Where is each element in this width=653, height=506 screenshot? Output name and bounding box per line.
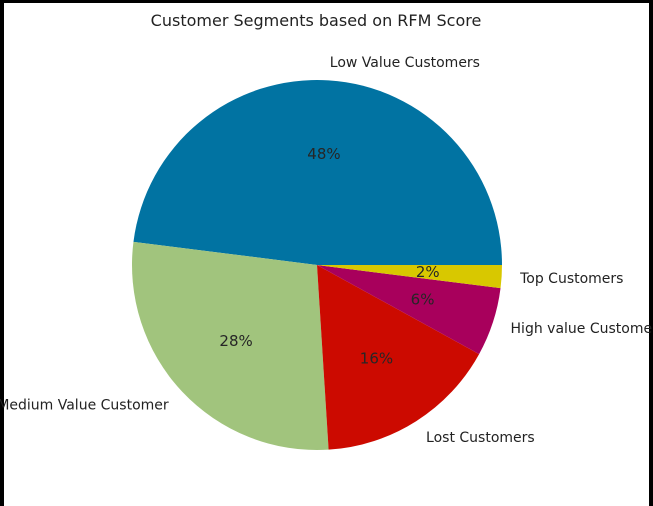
slice-percent-label: 28% [219,332,252,350]
slice-category-label: Top Customers [519,271,623,287]
pie-slice-low-value-customers [133,79,502,265]
pie-slice-high-value-customer [317,265,501,355]
slice-percent-label: 48% [307,145,340,163]
slice-category-label: Lost Customers [426,430,535,446]
pie-slices [132,79,502,450]
slice-percent-label: 6% [411,290,435,308]
slice-category-label: Medium Value Customer [0,397,169,413]
slice-category-label: High value Customer [511,321,653,337]
slice-category-label: Low Value Customers [330,55,480,71]
pie-slice-lost-customers [317,265,480,450]
slice-percent-label: 16% [360,350,393,368]
pie-labels: 48% Low Value Customers 28% Medium Value Cu… [0,55,653,446]
slice-percent-label: 2% [416,263,440,281]
chart-title: Customer Segments based on RFM Score [151,11,482,30]
pie-slice-medium-value-customer [132,241,329,450]
pie-slice-top-customers [317,265,502,289]
